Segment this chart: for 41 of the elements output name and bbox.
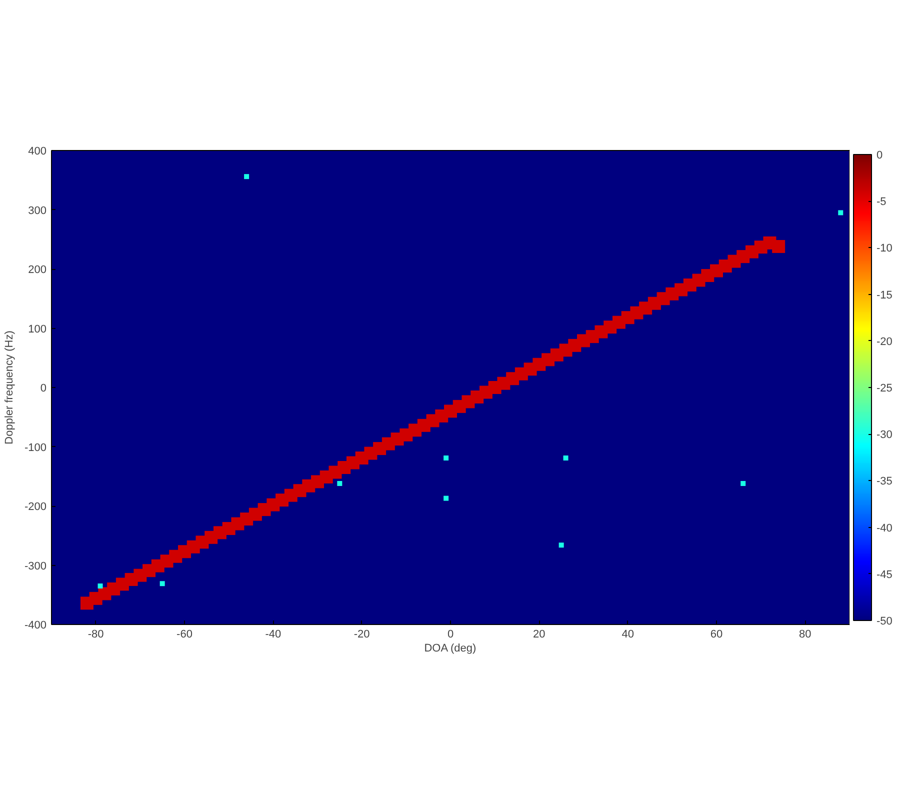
point	[838, 210, 844, 216]
color-bar-label: -30	[876, 429, 892, 442]
x-tick-label: 20	[533, 628, 546, 640]
color-bar-label: 0	[876, 150, 883, 162]
point	[337, 480, 342, 486]
y-tick-label: -100	[24, 442, 47, 454]
y-tick-label: 400	[28, 146, 47, 158]
x-tick-label: -80	[88, 628, 104, 640]
color-bar-label: -10	[876, 242, 892, 255]
point	[160, 581, 165, 586]
x-tick-label: -20	[354, 628, 370, 640]
y-tick-label: 300	[28, 204, 47, 217]
x-tick-label: 40	[622, 628, 634, 640]
x-tick-label: 80	[799, 628, 812, 640]
y-axis-title: Doppler frequency (Hz)	[3, 330, 16, 444]
color-bar-label: -35	[876, 476, 892, 488]
point	[444, 456, 449, 461]
x-tick-label: 60	[710, 628, 723, 640]
color-bar-label: -5	[876, 196, 886, 208]
color-bar-label: -15	[876, 289, 892, 302]
point	[244, 174, 250, 180]
point	[740, 480, 746, 486]
color-bar-label: -25	[876, 382, 892, 394]
point	[444, 496, 449, 501]
point	[563, 456, 568, 461]
color-bar-label: -45	[876, 568, 892, 581]
y-tick-label: -300	[24, 560, 47, 572]
y-tick-label: 0	[40, 382, 47, 394]
color-bar-label: -50	[876, 616, 892, 628]
y-tick-label: 200	[28, 264, 47, 276]
color-bar-label: -20	[876, 336, 892, 348]
x-tick-label: -40	[265, 628, 282, 640]
y-tick-label: -200	[24, 501, 47, 513]
color-bar-label: -40	[876, 522, 892, 534]
x-tick-label: -60	[176, 628, 192, 640]
point	[558, 542, 564, 548]
x-tick-label: 0	[447, 628, 454, 640]
y-tick-label: -400	[24, 620, 47, 632]
x-axis-title: DOA (deg)	[424, 642, 476, 654]
y-tick-label: 100	[28, 323, 47, 336]
point	[98, 583, 103, 588]
